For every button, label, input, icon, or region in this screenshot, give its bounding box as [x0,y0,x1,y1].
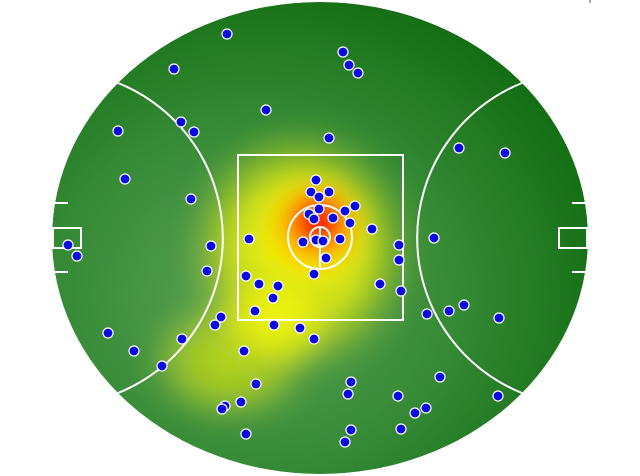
data-point [238,345,250,357]
data-point [434,371,446,383]
data-point [343,59,355,71]
data-point [243,233,255,245]
data-point [201,265,213,277]
data-point [102,327,114,339]
data-point [374,278,386,290]
data-point [421,308,433,320]
data-point [305,186,317,198]
data-point [175,116,187,128]
data-point [443,305,455,317]
data-point [493,312,505,324]
data-point [216,403,228,415]
data-point [409,407,421,419]
data-point [366,223,378,235]
data-point [308,333,320,345]
data-point [221,28,233,40]
data-point [185,193,197,205]
data-point [339,205,351,217]
data-point [395,285,407,297]
data-point [294,322,306,334]
data-point [395,423,407,435]
data-point [156,360,168,372]
data-point [119,173,131,185]
data-point [205,240,217,252]
data-point [260,104,272,116]
data-point [337,46,349,58]
data-point [249,305,261,317]
data-point [310,174,322,186]
data-point [267,292,279,304]
data-point [334,233,346,245]
data-point [71,250,83,262]
points-layer [62,28,511,448]
data-point [428,232,440,244]
data-point [240,270,252,282]
data-point [62,239,74,251]
data-point [317,235,329,247]
data-point [342,388,354,400]
data-point [188,126,200,138]
data-point [209,319,221,331]
data-point [323,132,335,144]
data-point [112,125,124,137]
data-point [250,378,262,390]
data-point [168,63,180,75]
data-point [268,319,280,331]
data-point [308,268,320,280]
data-point [235,396,247,408]
data-point [320,252,332,264]
data-point [297,236,309,248]
data-point [453,142,465,154]
data-point [128,345,140,357]
centre-square [237,154,404,321]
data-point [253,278,265,290]
right-goal-square [558,227,588,249]
left-50m-arc [117,82,224,394]
data-point [458,299,470,311]
data-point [313,203,325,215]
data-point [420,402,432,414]
data-point [352,67,364,79]
data-point [339,436,351,448]
data-point [176,333,188,345]
data-point [345,376,357,388]
data-point [345,424,357,436]
data-point [215,311,227,323]
field-markings [52,82,588,394]
data-point [344,217,356,229]
data-point [272,280,284,292]
data-point [240,428,252,440]
data-point [392,390,404,402]
data-point [349,200,361,212]
data-point [499,147,511,159]
data-point [313,191,325,203]
right-50m-arc [416,82,523,394]
data-point [327,212,339,224]
data-point [308,213,320,225]
data-point [323,186,335,198]
data-point [492,390,504,402]
data-point [393,239,405,251]
data-point [393,254,405,266]
